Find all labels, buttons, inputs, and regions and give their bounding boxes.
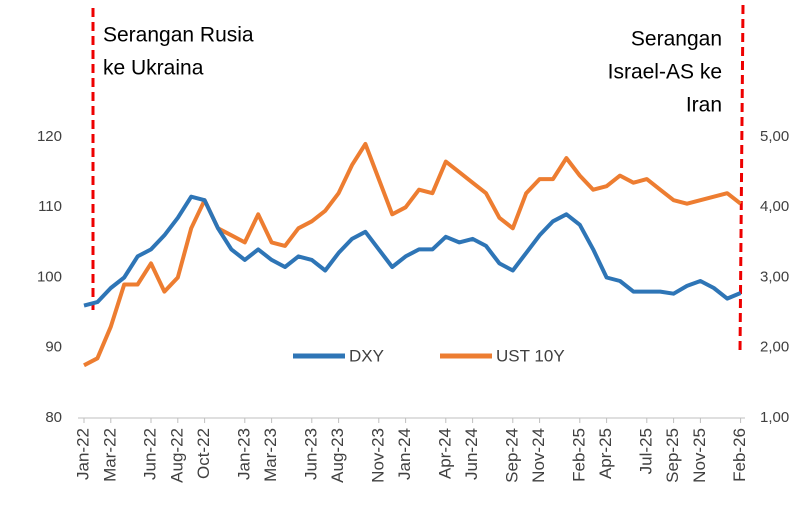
annotation: Iran <box>686 94 722 117</box>
x-tick-label: Oct-22 <box>194 428 213 479</box>
legend-label: UST 10Y <box>496 346 565 365</box>
y-tick-label: 110 <box>38 198 62 215</box>
x-tick-label: Jan-22 <box>73 428 92 480</box>
x-tick-label: Mar-23 <box>261 428 280 482</box>
x-tick-label: Aug-23 <box>328 428 347 483</box>
x-tick-label: Jan-24 <box>395 428 414 480</box>
x-tick-label: Feb-26 <box>730 428 749 482</box>
x-tick-label: Mar-22 <box>100 428 119 482</box>
x-tick-label: Aug-22 <box>167 428 186 483</box>
x-tick-label: Jan-23 <box>234 428 253 480</box>
y-tick-label: 90 <box>45 339 62 356</box>
x-tick-label: Sep-25 <box>663 428 682 483</box>
annotation: Serangan <box>631 28 722 51</box>
annotation: ke Ukraina <box>103 57 204 80</box>
x-tick-label: Jun-22 <box>140 428 159 480</box>
annotation: Israel-AS ke <box>608 61 722 84</box>
y-tick-label: 80 <box>45 409 62 426</box>
x-tick-label: Jun-24 <box>462 428 481 480</box>
y2-tick-label: 5,00 <box>760 128 789 145</box>
x-tick-label: Nov-24 <box>529 428 548 483</box>
x-tick-label: Sep-24 <box>502 428 521 483</box>
y2-tick-label: 3,00 <box>760 268 789 285</box>
y-tick-label: 120 <box>37 128 62 145</box>
y2-tick-label: 1,00 <box>760 409 789 426</box>
legend-label: DXY <box>349 346 384 365</box>
event-line <box>738 4 745 353</box>
data-line <box>83 142 742 368</box>
y-tick-label: 100 <box>37 268 62 285</box>
x-tick-label: Nov-23 <box>368 428 387 483</box>
data-line <box>83 194 742 308</box>
x-tick-label: Jul-25 <box>636 428 655 474</box>
x-tick-label: Nov-25 <box>690 428 709 483</box>
x-tick-label: Feb-25 <box>569 428 588 482</box>
x-tick-label: Apr-25 <box>596 428 615 479</box>
y2-tick-label: 2,00 <box>760 339 789 356</box>
annotation: Serangan Rusia <box>103 24 254 47</box>
x-tick-label: Jun-23 <box>301 428 320 480</box>
x-tick-label: Apr-24 <box>435 428 454 479</box>
y2-tick-label: 4,00 <box>760 198 789 215</box>
